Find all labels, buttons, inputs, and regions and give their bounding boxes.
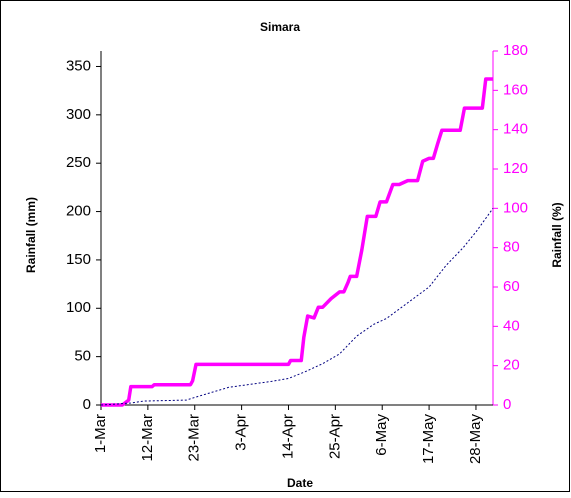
x-tick-label: 17-May (420, 414, 437, 465)
x-tick-label: 6-May (373, 414, 390, 456)
y2-tick-label: 80 (503, 239, 520, 256)
y2-tick-label: 160 (503, 81, 528, 98)
y-tick-label: 250 (66, 154, 91, 171)
x-tick-label: 3-Apr (233, 414, 250, 451)
y2-tick-label: 100 (503, 199, 528, 216)
y2-tick-label: 180 (503, 42, 528, 59)
y2-tick-label: 120 (503, 160, 528, 177)
x-axis-label: Date (287, 476, 313, 490)
y-axis-label: Rainfall (mm) (24, 197, 38, 273)
series-line (101, 77, 493, 407)
y-tick-label: 350 (66, 57, 91, 74)
y-tick-label: 50 (74, 348, 91, 365)
y-tick-label: 100 (66, 299, 91, 316)
x-tick-label: 23-Mar (186, 414, 203, 462)
y-tick-label: 200 (66, 203, 91, 220)
x-tick-label: 1-Mar (92, 414, 109, 453)
y-tick-label: 0 (83, 396, 91, 413)
x-tick-label: 14-Apr (279, 414, 296, 459)
x-tick-label: 12-Mar (139, 414, 156, 462)
x-tick-label: 28-May (467, 414, 484, 465)
y2-tick-label: 0 (503, 396, 511, 413)
y2-axis-label: Rainfall (%) (550, 202, 564, 267)
y-tick-label: 300 (66, 106, 91, 123)
series-line (100, 208, 494, 406)
x-tick-label: 25-Apr (326, 414, 343, 459)
y2-tick-label: 40 (503, 317, 520, 334)
y-tick-label: 150 (66, 251, 91, 268)
y2-tick-label: 20 (503, 357, 520, 374)
chart-title: Simara (260, 20, 300, 34)
y2-tick-label: 140 (503, 121, 528, 138)
y2-tick-label: 60 (503, 278, 520, 295)
